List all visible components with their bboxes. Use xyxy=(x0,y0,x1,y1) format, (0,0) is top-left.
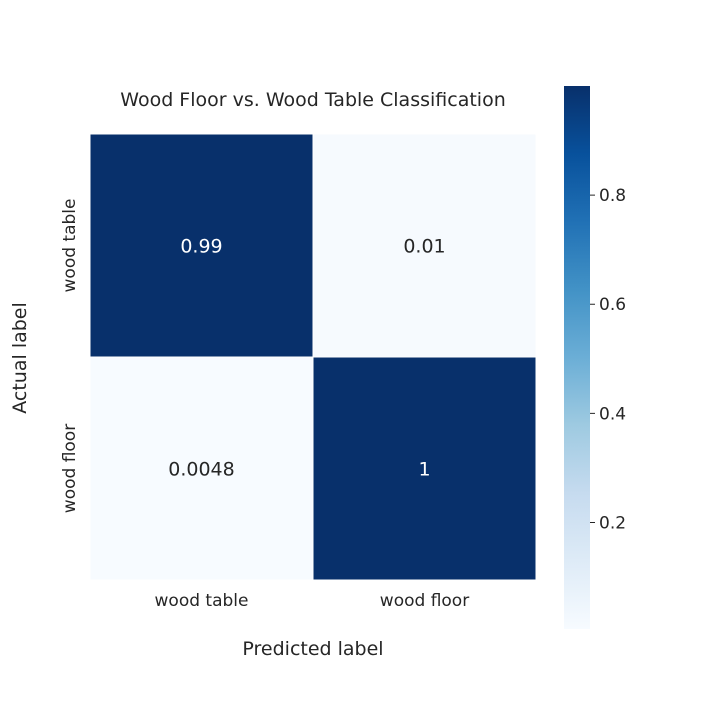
chart-title: Wood Floor vs. Wood Table Classification xyxy=(120,89,505,111)
colorbar-tick-label: 0.8 xyxy=(599,186,626,206)
colorbar xyxy=(564,86,590,629)
heatmap-cells xyxy=(89,133,537,581)
x-tick-label: wood table xyxy=(155,591,249,611)
heatmap-cell xyxy=(312,356,537,581)
heatmap-annotations: 0.99 0.01 0.0048 1 xyxy=(168,236,445,481)
colorbar-tick-label: 0.4 xyxy=(599,404,626,424)
colorbar-ticks: 0.2 0.4 0.6 0.8 xyxy=(590,186,626,533)
cell-value-label: 1 xyxy=(418,459,430,481)
heatmap-cell xyxy=(312,133,537,358)
cell-value-label: 0.0048 xyxy=(168,459,234,481)
heatmap-cell xyxy=(89,356,314,581)
heatmap-cell xyxy=(89,133,314,358)
x-tick-label: wood floor xyxy=(380,591,469,611)
y-tick-labels: wood table wood floor xyxy=(60,199,80,514)
y-axis-label: Actual label xyxy=(9,302,31,414)
colorbar-tick-label: 0.6 xyxy=(599,295,626,315)
y-tick-label: wood table xyxy=(60,199,80,293)
cell-value-label: 0.99 xyxy=(180,236,222,258)
colorbar-tick-label: 0.2 xyxy=(599,513,626,533)
x-tick-labels: wood table wood floor xyxy=(155,591,470,611)
x-axis-label: Predicted label xyxy=(242,638,383,660)
y-tick-label: wood floor xyxy=(60,424,80,513)
cell-value-label: 0.01 xyxy=(403,236,445,258)
